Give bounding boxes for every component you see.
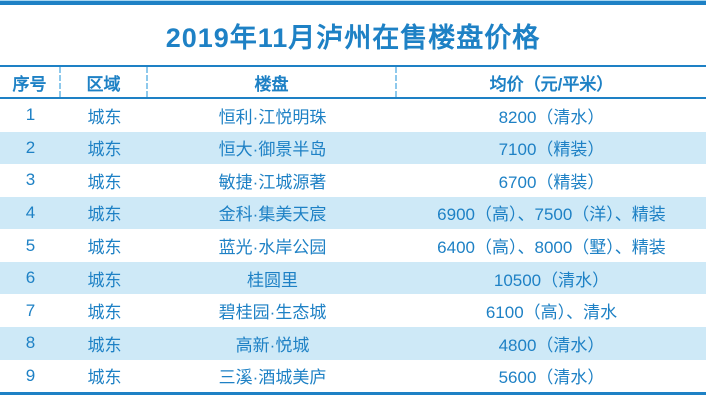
cell-region: 城东 <box>87 172 122 192</box>
cell-region: 城东 <box>87 335 122 355</box>
cell-property: 金科·集美天宸 <box>218 205 327 225</box>
cell-property: 恒大·御景半岛 <box>218 140 327 160</box>
cell-property: 桂圆里 <box>247 270 298 290</box>
cell-price: 6900（高）、7500（洋）、精装 <box>437 205 666 225</box>
cell-region: 城东 <box>87 205 122 225</box>
cell-region: 城东 <box>87 238 122 258</box>
cell-price: 8200（清水） <box>498 107 605 127</box>
cell-property: 恒利·江悦明珠 <box>218 107 327 127</box>
cell-seq: 3 <box>25 170 36 190</box>
cell-seq: 8 <box>25 333 36 353</box>
cell-seq: 1 <box>25 105 36 125</box>
cell-price: 7100（精装） <box>498 140 605 160</box>
cell-seq: 9 <box>25 365 36 385</box>
table-row: 9 城东 三溪·酒城美庐 5600（清水） <box>0 360 706 393</box>
table-row: 8 城东 高新·悦城 4800（清水） <box>0 326 706 360</box>
cell-region: 城东 <box>87 107 122 127</box>
table-row: 7 城东 碧桂园·生态城 6100（高）、清水 <box>0 294 706 327</box>
cell-seq: 5 <box>25 235 36 255</box>
cell-price: 6100（高）、清水 <box>485 303 618 323</box>
cell-price: 4800（清水） <box>498 335 605 355</box>
header-price: 均价（元/平米） <box>489 74 614 94</box>
table-row: 6 城东 桂圆里 10500（清水） <box>0 261 706 295</box>
cell-region: 城东 <box>87 270 122 290</box>
cell-price: 10500（清水） <box>493 270 610 290</box>
cell-price: 6400（高）、8000（墅）、精装 <box>437 238 666 258</box>
cell-seq: 4 <box>25 202 36 222</box>
table-body: 1 城东 恒利·江悦明珠 8200（清水） 2 城东 恒大·御景半岛 7100（… <box>0 99 706 395</box>
table-row: 2 城东 恒大·御景半岛 7100（精装） <box>0 131 706 165</box>
header-seq: 序号 <box>0 67 61 97</box>
cell-price: 5600（清水） <box>498 368 605 388</box>
header-property: 楼盘 <box>148 67 397 97</box>
cell-region: 城东 <box>87 303 122 323</box>
table-row: 4 城东 金科·集美天宸 6900（高）、7500（洋）、精装 <box>0 196 706 230</box>
cell-property: 高新·悦城 <box>235 335 310 355</box>
cell-seq: 6 <box>25 268 36 288</box>
cell-price: 6700（精装） <box>498 172 605 192</box>
cell-property: 碧桂园·生态城 <box>218 303 327 323</box>
table-header-row: 序号 区域 楼盘 均价（元/平米） <box>0 65 706 99</box>
cell-region: 城东 <box>87 140 122 160</box>
table-row: 5 城东 蓝光·水岸公园 6400（高）、8000（墅）、精装 <box>0 229 706 262</box>
cell-property: 敏捷·江城源著 <box>218 172 327 192</box>
page-title: 2019年11月泸州在售楼盘价格 <box>165 22 541 53</box>
cell-property: 蓝光·水岸公园 <box>218 238 327 258</box>
cell-seq: 2 <box>25 137 36 157</box>
cell-property: 三溪·酒城美庐 <box>218 368 327 388</box>
cell-seq: 7 <box>25 300 36 320</box>
top-divider <box>0 0 706 5</box>
cell-region: 城东 <box>87 368 122 388</box>
table-row: 3 城东 敏捷·江城源著 6700（精装） <box>0 164 706 197</box>
header-region: 区域 <box>61 67 148 97</box>
table-row: 1 城东 恒利·江悦明珠 8200（清水） <box>0 99 706 132</box>
